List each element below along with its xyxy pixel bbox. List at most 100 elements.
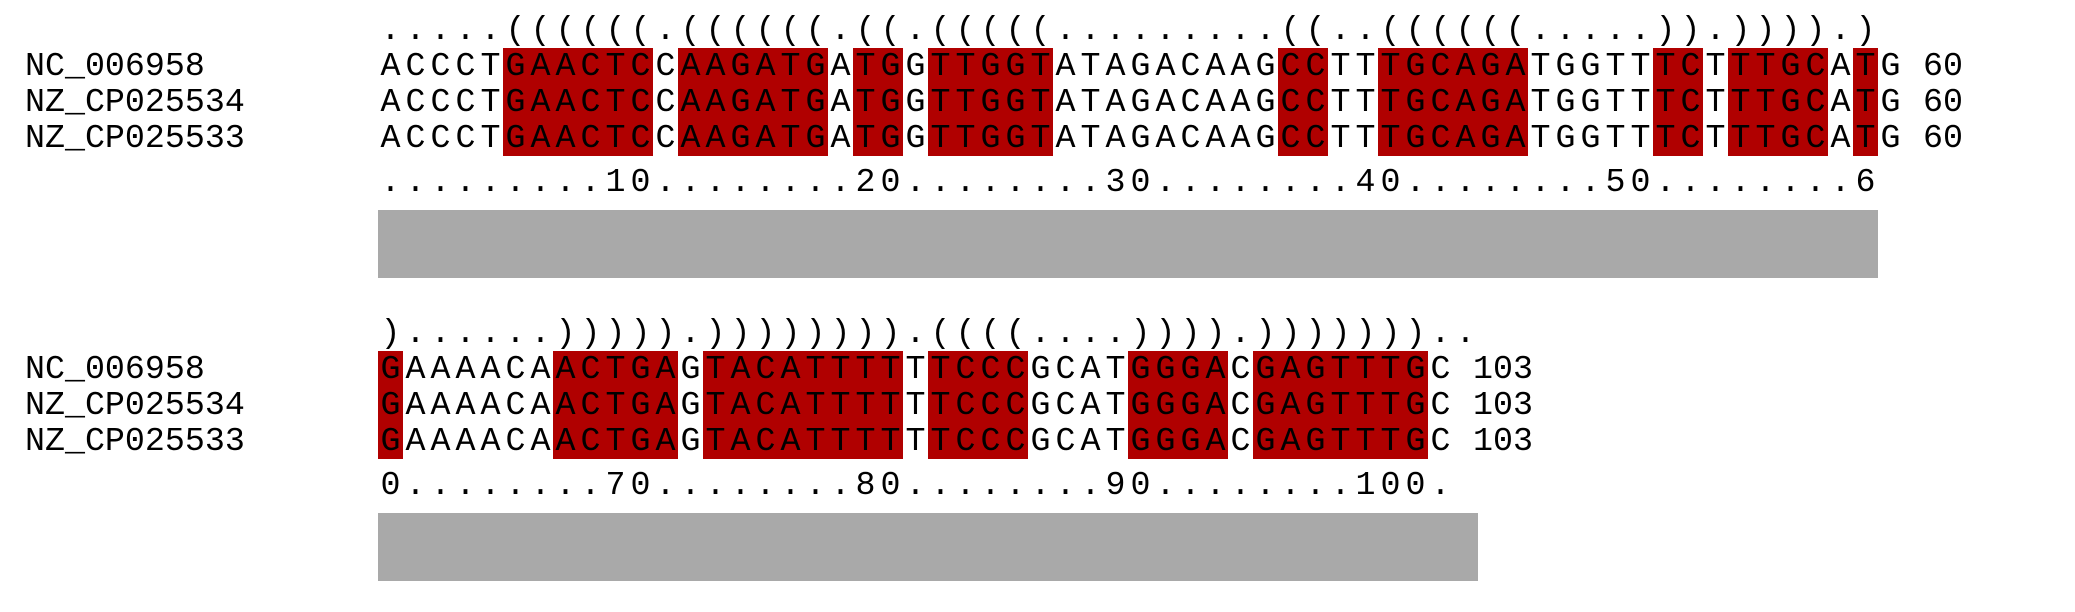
paired-base: A — [703, 120, 728, 156]
structure-char: ( — [855, 11, 876, 49]
structure-char: ) — [855, 314, 876, 352]
paired-base: T — [1328, 387, 1353, 423]
ruler-char: 7 — [605, 466, 626, 504]
ruler-char: . — [805, 163, 826, 201]
ruler-char: . — [1455, 163, 1476, 201]
ruler-char: . — [1755, 163, 1776, 201]
ruler-char: . — [1580, 163, 1601, 201]
structure-char: . — [1630, 11, 1651, 49]
ruler-char: . — [680, 163, 701, 201]
paired-base: T — [1753, 120, 1778, 156]
ruler-char: . — [1330, 466, 1351, 504]
structure-char: . — [1205, 11, 1226, 49]
structure-char: ) — [1280, 314, 1301, 352]
unpaired-base: G — [680, 350, 701, 388]
structure-char: ) — [1780, 11, 1801, 49]
ruler-char: 8 — [855, 466, 876, 504]
unpaired-base: C — [430, 119, 451, 157]
unpaired-base: T — [1355, 47, 1376, 85]
structure-char: . — [1055, 11, 1076, 49]
unpaired-base: C — [405, 83, 426, 121]
ruler-char: . — [580, 163, 601, 201]
structure-char: ) — [1305, 314, 1326, 352]
ruler-char: . — [780, 163, 801, 201]
unpaired-base: C — [655, 47, 676, 85]
structure-char: ( — [680, 11, 701, 49]
paired-base: T — [878, 387, 903, 423]
structure-char: ( — [805, 11, 826, 49]
unpaired-base: T — [480, 83, 501, 121]
unpaired-base: A — [830, 47, 851, 85]
structure-char: . — [1355, 11, 1376, 49]
ruler-char: . — [1280, 466, 1301, 504]
unpaired-base: A — [830, 83, 851, 121]
ruler-char: 4 — [1355, 163, 1376, 201]
structure-char: . — [1705, 11, 1726, 49]
unpaired-base: T — [1605, 83, 1626, 121]
structure-char: . — [1530, 11, 1551, 49]
ruler-char: . — [705, 466, 726, 504]
unpaired-base: A — [1830, 47, 1851, 85]
unpaired-base: A — [430, 350, 451, 388]
paired-base: G — [503, 84, 528, 120]
paired-base: T — [1353, 423, 1378, 459]
unpaired-base: A — [1055, 47, 1076, 85]
paired-base: T — [1653, 48, 1678, 84]
ruler-char: . — [1680, 163, 1701, 201]
unpaired-base: C — [505, 386, 526, 424]
ruler-char: . — [580, 466, 601, 504]
structure-char: ( — [780, 11, 801, 49]
unpaired-base: A — [1230, 119, 1251, 157]
unpaired-base: T — [1630, 119, 1651, 157]
ruler-char: . — [555, 163, 576, 201]
paired-base: G — [1478, 120, 1503, 156]
unpaired-base: A — [530, 350, 551, 388]
unpaired-base: C — [455, 119, 476, 157]
structure-char: ( — [1005, 314, 1026, 352]
paired-base: A — [1503, 48, 1528, 84]
unpaired-base: T — [1105, 422, 1126, 460]
paired-base: A — [653, 351, 678, 387]
structure-char: . — [480, 11, 501, 49]
sequence-end-position: 60 — [1903, 83, 1963, 121]
paired-base: C — [1678, 84, 1703, 120]
paired-base: G — [628, 387, 653, 423]
structure-char: ) — [1680, 11, 1701, 49]
paired-base: G — [878, 84, 903, 120]
ruler-char: . — [1705, 163, 1726, 201]
structure-char: ) — [1330, 314, 1351, 352]
structure-char: ( — [530, 11, 551, 49]
unpaired-base: A — [1105, 83, 1126, 121]
unpaired-base: A — [1105, 47, 1126, 85]
paired-base: G — [628, 351, 653, 387]
unpaired-base: A — [480, 386, 501, 424]
structure-char: . — [1155, 11, 1176, 49]
unpaired-base: G — [680, 422, 701, 460]
structure-char: ( — [605, 11, 626, 49]
ruler-char: 0 — [1380, 163, 1401, 201]
paired-base: G — [1128, 423, 1153, 459]
structure-char: . — [1130, 11, 1151, 49]
ruler-char: 0 — [1130, 466, 1151, 504]
ruler-char: . — [1055, 163, 1076, 201]
paired-base: A — [653, 423, 678, 459]
unpaired-base: G — [1580, 83, 1601, 121]
paired-base: T — [603, 423, 628, 459]
unpaired-base: C — [655, 119, 676, 157]
paired-base: G — [1003, 48, 1028, 84]
paired-base: T — [1728, 120, 1753, 156]
unpaired-base: G — [1130, 83, 1151, 121]
structure-char: . — [905, 11, 926, 49]
paired-base: G — [1003, 84, 1028, 120]
paired-base: G — [1778, 48, 1803, 84]
ruler-char: . — [1430, 163, 1451, 201]
structure-char: . — [405, 11, 426, 49]
ruler-char: 0 — [380, 466, 401, 504]
paired-base: G — [378, 351, 403, 387]
ruler-char: . — [530, 466, 551, 504]
paired-base: A — [678, 48, 703, 84]
paired-base: G — [628, 423, 653, 459]
unpaired-base: A — [1230, 83, 1251, 121]
unpaired-base: A — [430, 386, 451, 424]
